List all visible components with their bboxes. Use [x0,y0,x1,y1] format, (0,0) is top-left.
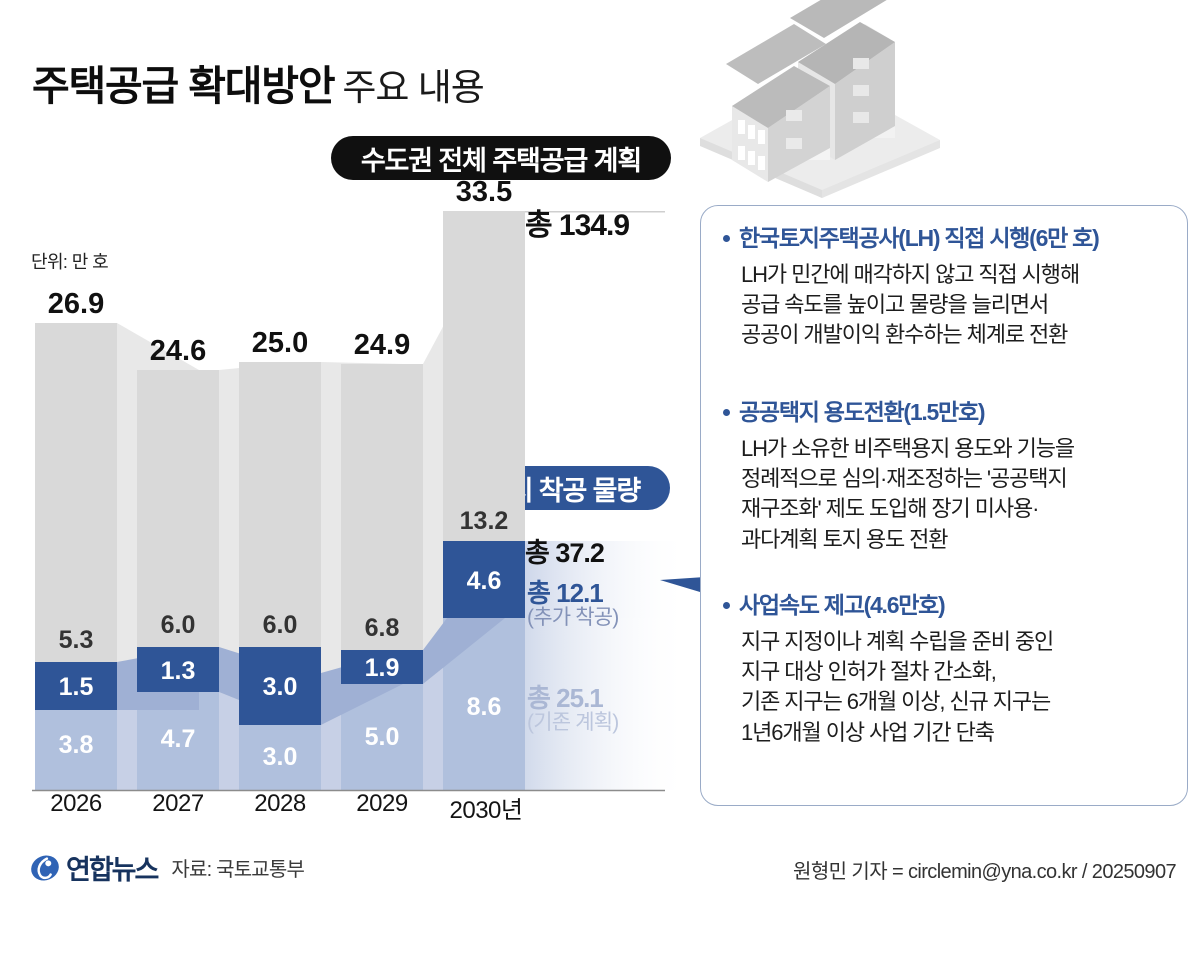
badge-total-plan: 수도권 전체 주택공급 계획 [331,136,671,180]
source-label: 자료: 국토교통부 [171,859,305,881]
total-additional: 총 12.1 [527,578,604,608]
bullet-dot-icon [723,602,730,609]
bar-additional-2026: 1.5 [59,673,94,701]
apartment-building-icon [700,0,940,198]
title-light: 주요 내용 [342,67,484,108]
bullet-1-body: LH가 민간에 매각하지 않고 직접 시행해 공급 속도를 높이고 물량을 늘리… [741,261,1080,348]
bullet-item-1: 한국토지주택공사(LH) 직접 시행(6만 호) LH가 민간에 매각하지 않고… [723,224,1173,351]
bullet-1-heading-text: 한국토지주택공사(LH) 직접 시행(6만 호) [739,225,1100,251]
bar-additional-2030: 4.6 [467,567,502,595]
total-public: 총 37.2 [525,538,605,568]
bullet-2-body: LH가 소유한 비주택용지 용도와 기능을 정례적으로 심의·재조정하는 '공공… [741,435,1075,552]
bar-existing-2026: 3.8 [59,731,94,759]
axis-tick-2028: 2028 [254,790,306,817]
title-bold: 주택공급 확대방안 [32,63,336,109]
bar-total-2027: 24.6 [150,335,206,367]
yonhap-logo-text: 연합뉴스 [66,855,159,885]
axis-tick-2030: 2030년 [449,797,523,824]
total-overall: 총 134.9 [525,209,630,242]
bar-existing-2028: 3.0 [263,743,298,771]
bar-public-2027: 6.0 [161,611,196,639]
bar-total-2030: 33.5 [456,180,512,208]
bullet-3-heading: 사업속도 제고(4.6만호) [723,591,1173,620]
total-existing: 총 25.1 [527,683,604,713]
bullet-item-2: 공공택지 용도전환(1.5만호) LH가 소유한 비주택용지 용도와 기능을 정… [723,398,1173,555]
total-additional-sub: (추가 착공) [527,606,619,629]
yonhap-logo: 연합뉴스 [30,848,159,887]
unit-label: 단위: 만 호 [31,252,109,272]
axis-tick-2029: 2029 [356,790,408,817]
footer-left: 연합뉴스 자료: 국토교통부 [30,848,305,887]
axis-tick-2027: 2027 [152,790,204,817]
byline: 원형민 기자 = circlemin@yna.co.kr / 20250907 [793,861,1177,883]
bar-public-2028: 6.0 [263,611,298,639]
bar-additional-2029: 1.9 [365,654,400,682]
bullet-3-heading-text: 사업속도 제고(4.6만호) [739,592,946,618]
bar-existing-2027: 4.7 [161,725,196,753]
bullet-1-heading: 한국토지주택공사(LH) 직접 시행(6만 호) [723,224,1173,253]
bullet-dot-icon [723,409,730,416]
x-axis: 2026 2027 2028 2029 2030년 [0,790,600,824]
stacked-bar-chart: 26.9 24.6 25.0 24.9 33.5 5.3 6.0 6.0 6.8… [0,180,690,820]
bar-existing-2029: 5.0 [365,723,400,751]
bullet-3-body: 지구 지정이나 계획 수립을 준비 중인 지구 대상 인허가 절차 간소화, 기… [741,628,1054,745]
bar-public-2029: 6.8 [365,614,400,642]
bar-total-2028: 25.0 [252,327,308,359]
page-title: 주택공급 확대방안 주요 내용 [32,52,485,112]
bar-additional-2028: 3.0 [263,673,298,701]
bar-public-2030: 13.2 [460,507,509,535]
bullet-2-heading-text: 공공택지 용도전환(1.5만호) [739,399,986,425]
bullet-dot-icon [723,235,730,242]
bullet-item-3: 사업속도 제고(4.6만호) 지구 지정이나 계획 수립을 준비 중인 지구 대… [723,591,1173,748]
details-panel: 한국토지주택공사(LH) 직접 시행(6만 호) LH가 민간에 매각하지 않고… [700,205,1188,806]
bar-existing-2030: 8.6 [467,693,502,721]
yonhap-mark-icon [31,855,59,880]
bullet-2-heading: 공공택지 용도전환(1.5만호) [723,398,1173,427]
bar-public-2026: 5.3 [59,626,94,654]
bar-total-2026: 26.9 [48,288,104,320]
total-existing-sub: (기존 계획) [527,711,619,734]
axis-tick-2026: 2026 [50,790,102,817]
bar-additional-2027: 1.3 [161,657,196,685]
bar-total-2029: 24.9 [354,329,410,361]
